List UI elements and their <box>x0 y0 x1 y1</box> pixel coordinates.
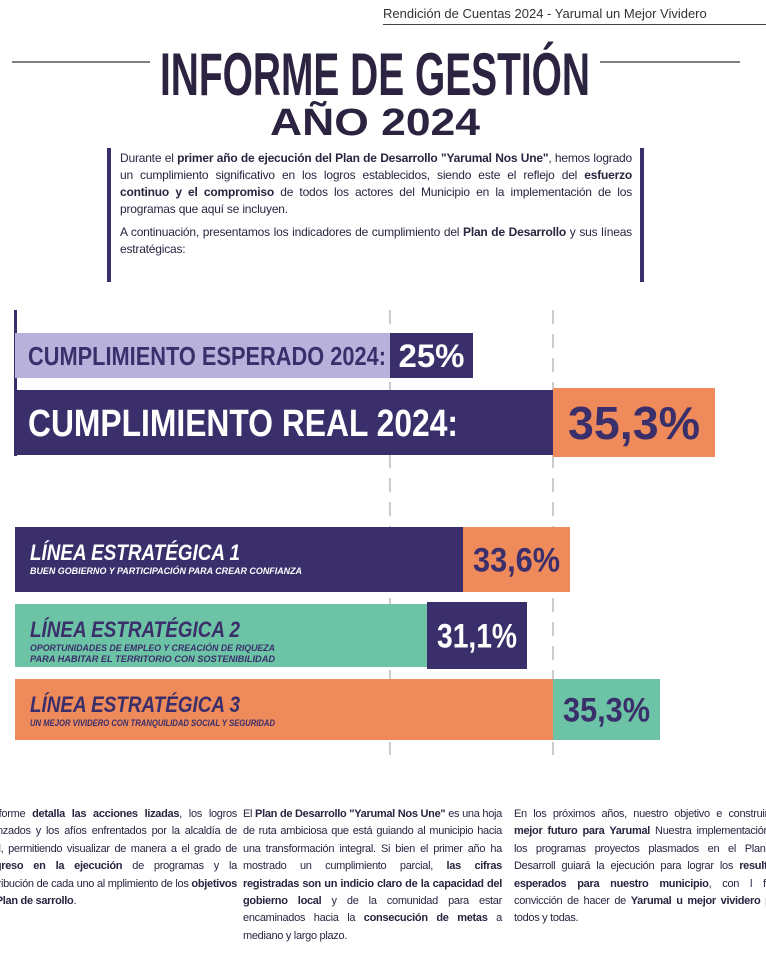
line-title: LÍNEA ESTRATÉGICA 1 <box>30 540 240 565</box>
line-description: OPORTUNIDADES DE EMPLEO Y CREACIÓN DE RI… <box>30 642 275 654</box>
bar <box>15 604 427 667</box>
line-description: UN MEJOR VIVIDERO CON TRANQUILIDAD SOCIA… <box>30 718 275 729</box>
bold-text: resultado esperados para nuestro municip… <box>514 860 766 890</box>
line-title: LÍNEA ESTRATÉGICA 3 <box>30 692 240 717</box>
bar <box>15 527 463 592</box>
line-description: PARA HABITAR EL TERRITORIO CON SOSTENIBI… <box>30 654 275 665</box>
value-label: 33,6% <box>473 542 560 580</box>
value-label: 25% <box>399 338 465 374</box>
bold-text: mejor futuro para Yarumal <box>514 825 651 838</box>
intro: Durante el primer año de ejecución del P… <box>120 150 632 264</box>
bold-text: detalla las acciones lizadas <box>32 808 180 820</box>
tagline: Rendición de Cuentas 2024 - Yarumal un M… <box>383 6 766 25</box>
text: a mediano y largo plazo. <box>243 912 502 942</box>
axis-line <box>14 310 17 456</box>
value-box <box>553 388 715 457</box>
text: , con l firme convicción de hacer de <box>514 877 766 908</box>
text: es una hoja de ruta ambiciosa que está g… <box>243 808 502 873</box>
value-box <box>463 527 570 592</box>
value-label: 35,3% <box>568 397 700 449</box>
line-description: BUEN GOBIERNO Y PARTICIPACIÓN PARA CREAR… <box>30 565 302 577</box>
subtitle: AÑO 2024 <box>270 100 480 144</box>
columns: e informe detalla las acciones lizadas, … <box>0 806 766 978</box>
text: Durante el <box>120 151 178 165</box>
bar <box>15 679 553 740</box>
intro-paragraph: Durante el primer año de ejecución del P… <box>120 150 632 218</box>
text: de todos los actores del Municipio en la… <box>120 185 632 216</box>
bar-label: CUMPLIMIENTO REAL 2024: <box>28 403 458 445</box>
text: y de la comunidad para estar encaminados… <box>243 895 502 925</box>
intro-bar <box>107 148 111 282</box>
value-label: 31,1% <box>437 618 517 656</box>
title: INFORME DE GESTIÓN <box>160 41 590 108</box>
bold-text: Yarumal u mejor vividero <box>630 895 761 908</box>
value-box <box>553 679 660 740</box>
text: A continuación, presentamos los indicado… <box>120 225 464 239</box>
bold-text: las cifras registradas son un indicio cl… <box>243 860 502 908</box>
text: , los logros alcanzados y los afíos enfr… <box>0 808 237 855</box>
text: e informe <box>0 808 26 820</box>
bold-text: primer año de ejecución del Plan de Desa… <box>177 151 549 165</box>
bar-label: CUMPLIMIENTO ESPERADO 2024: <box>28 341 386 371</box>
text: En los próximos años, nuestro objetivo e… <box>514 808 766 820</box>
value-label: 35,3% <box>563 692 650 730</box>
text: Nuestra implementación de los programas … <box>514 825 766 873</box>
line-title: LÍNEA ESTRATÉGICA 2 <box>30 617 241 642</box>
text: El <box>243 808 256 820</box>
text: , hemos logrado un cumplimiento signific… <box>120 151 633 182</box>
bar <box>15 390 553 455</box>
bold-text: Plan de Desarrollo <box>463 225 567 239</box>
bold-text: Plan de Desarrollo "Yarumal Nos Une" <box>255 808 446 820</box>
column: e informe detalla las acciones lizadas, … <box>0 806 237 910</box>
column: El Plan de Desarrollo "Yarumal Nos Une" … <box>243 806 502 945</box>
bold-text: consecución de metas <box>363 912 488 925</box>
bold-text: esfuerzo continuo y el compromiso <box>120 168 632 199</box>
bar <box>15 333 390 378</box>
intro-bar <box>640 148 644 282</box>
bold-text: objetivos del Plan de sarrollo <box>0 877 237 908</box>
value-box <box>427 602 527 669</box>
bold-text: progreso en la ejecución <box>0 860 123 873</box>
text: y sus líneas estratégicas: <box>120 225 632 256</box>
column: En los próximos años, nuestro objetivo e… <box>514 806 766 928</box>
text: . <box>73 895 77 908</box>
text: de programas y la contribución de cada u… <box>0 860 237 890</box>
intro-paragraph: A continuación, presentamos los indicado… <box>120 224 632 258</box>
value-box <box>390 333 473 378</box>
